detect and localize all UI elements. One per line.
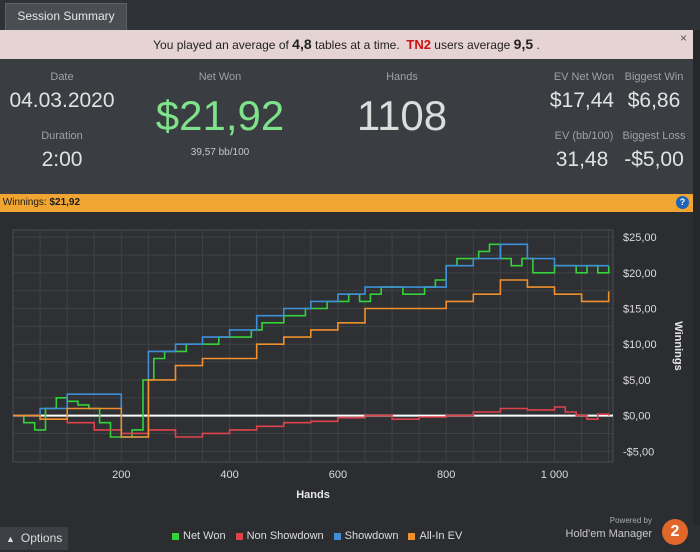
ev-bb-label: EV (bb/100) xyxy=(554,130,614,142)
footer: ▲ Options Net Won Non Showdown Showdown All-… xyxy=(0,516,700,552)
close-icon[interactable]: × xyxy=(679,31,687,45)
notice-text-post: users average xyxy=(434,38,511,52)
brand-badge-icon: 2 xyxy=(662,519,688,545)
notice-text-mid: tables at a time. xyxy=(314,38,400,52)
help-icon[interactable]: ? xyxy=(676,196,689,209)
x-tick-label: 1 000 xyxy=(541,469,569,481)
bb-per-100-value: 39,57 bb/100 xyxy=(190,147,250,158)
biggest-win-label: Biggest Win xyxy=(624,71,684,83)
options-button[interactable]: ▲ Options xyxy=(0,527,68,550)
notice-average-value: 9,5 xyxy=(513,36,534,52)
options-label: Options xyxy=(20,531,63,545)
winnings-label: Winnings: xyxy=(2,197,47,208)
chevron-up-icon: ▲ xyxy=(6,534,15,544)
chart-legend: Net Won Non Showdown Showdown All-In EV xyxy=(172,530,472,542)
y-tick-label: $25,00 xyxy=(623,232,657,244)
hands-value: 1108 xyxy=(356,92,448,139)
legend-label: Non Showdown xyxy=(246,530,324,542)
ev-bb-value: 31,48 xyxy=(555,148,609,171)
y-tick-label: -$5,00 xyxy=(623,446,654,458)
tab-session-summary[interactable]: Session Summary xyxy=(5,3,127,30)
legend-swatch xyxy=(172,532,179,540)
notice-tables-value: 4,8 xyxy=(292,36,312,52)
net-won-label: Net Won xyxy=(198,71,242,83)
duration-value: 2:00 xyxy=(41,148,83,171)
series-line-all-in-ev xyxy=(13,279,610,438)
legend-item: All-In EV xyxy=(408,530,462,542)
winnings-value: $21,92 xyxy=(49,197,81,208)
x-tick-label: 600 xyxy=(329,469,347,481)
date-value: 04.03.2020 xyxy=(9,89,115,112)
legend-item: Net Won xyxy=(172,530,226,542)
ev-net-won-value: $17,44 xyxy=(549,89,615,112)
winnings-banner: Winnings: $21,92 ? xyxy=(0,194,693,212)
plot-area xyxy=(12,229,614,463)
powered-by-text: Powered by xyxy=(609,516,652,525)
biggest-win-value: $6,86 xyxy=(627,89,681,112)
tables-notice: You played an average of 4,8 tables at a… xyxy=(0,30,693,59)
date-label: Date xyxy=(50,71,74,83)
y-tick-label: $5,00 xyxy=(623,375,651,387)
hands-label: Hands xyxy=(386,71,418,83)
net-won-value: $21,92 xyxy=(155,92,285,139)
y-tick-label: $10,00 xyxy=(623,339,657,351)
legend-label: All-In EV xyxy=(419,530,463,542)
ev-net-won-label: EV Net Won xyxy=(553,71,615,83)
legend-swatch xyxy=(333,532,341,540)
notice-site: TN2 xyxy=(406,37,431,52)
scrollbar[interactable] xyxy=(693,30,700,525)
legend-label: Net Won xyxy=(183,530,226,542)
y-axis-label: Winnings xyxy=(672,321,684,370)
notice-end: . xyxy=(536,38,540,52)
winnings-chart-svg: -$5,00 $0,00 $5,00 $10,00 $15,00 $20,00 $25,00… xyxy=(12,229,684,501)
x-tick-label: 200 xyxy=(112,469,130,481)
duration-label: Duration xyxy=(41,130,83,142)
legend-item: Non Showdown xyxy=(235,530,324,542)
notice-text-pre: You played an average of xyxy=(153,38,289,52)
x-axis-label: Hands xyxy=(296,489,330,501)
winnings-chart: -$5,00 $0,00 $5,00 $10,00 $15,00 $20,00 $25,00… xyxy=(0,212,693,525)
biggest-loss-value: -$5,00 xyxy=(624,148,684,171)
brand-name: Hold'em Manager xyxy=(565,528,652,540)
brand-logo: Powered by Hold'em Manager 2 xyxy=(562,515,692,549)
legend-item: Showdown xyxy=(333,530,399,542)
y-tick-label: $20,00 xyxy=(623,268,657,280)
tab-bar: Session Summary xyxy=(0,0,700,30)
series-line-non-showdown xyxy=(13,406,610,438)
series-line-net-won xyxy=(13,243,610,438)
legend-swatch xyxy=(235,532,243,540)
legend-swatch xyxy=(408,532,416,540)
y-tick-label: $15,00 xyxy=(623,304,657,316)
y-tick-label: $0,00 xyxy=(623,411,651,423)
biggest-loss-label: Biggest Loss xyxy=(622,130,686,142)
session-stats-panel: Date 04.03.2020 Duration 2:00 Net Won $2… xyxy=(0,59,693,194)
x-tick-label: 800 xyxy=(437,469,455,481)
legend-label: Showdown xyxy=(344,530,399,542)
x-tick-label: 400 xyxy=(220,469,238,481)
